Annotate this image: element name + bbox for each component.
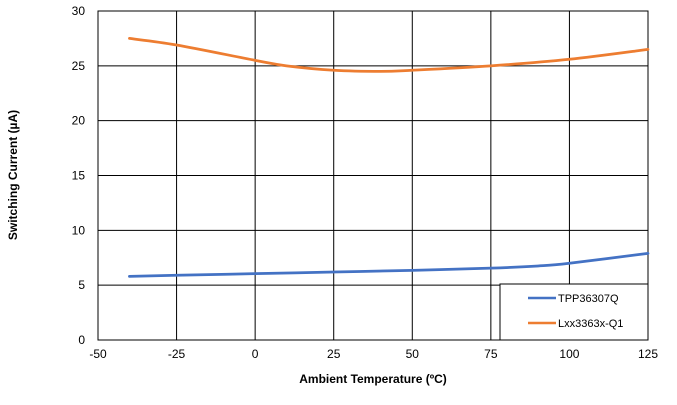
y-tick-label: 25 — [72, 59, 86, 73]
legend-box — [499, 283, 649, 341]
x-axis-title: Ambient Temperature (ºC) — [299, 372, 447, 386]
x-tick-label: 125 — [638, 347, 658, 361]
y-tick-label: 30 — [72, 4, 86, 18]
series-lines — [128, 37, 650, 278]
y-tick-labels: 0 5 10 15 20 25 30 — [72, 4, 86, 347]
x-tick-label: -25 — [168, 347, 186, 361]
plot-area-border — [97, 10, 649, 341]
x-tick-label: 100 — [559, 347, 579, 361]
legend-label-tpp36307q: TPP36307Q — [558, 293, 619, 305]
series-line-lxx3363x-q1 — [128, 37, 650, 73]
y-tick-label: 20 — [72, 114, 86, 128]
x-tick-label: 75 — [484, 347, 498, 361]
y-tick-label: 0 — [78, 333, 85, 347]
y-tick-label: 15 — [72, 169, 86, 183]
y-tick-label: 10 — [72, 223, 86, 237]
x-tick-label: 50 — [406, 347, 420, 361]
x-tick-label: -50 — [89, 347, 107, 361]
x-tick-label: 0 — [252, 347, 259, 361]
legend-label-lxx3363x-q1: Lxx3363x-Q1 — [558, 318, 623, 330]
y-axis-title: Switching Current (µA) — [6, 110, 20, 240]
x-tick-label: 25 — [327, 347, 341, 361]
series-line-tpp36307q — [128, 251, 650, 278]
legend: TPP36307Q Lxx3363x-Q1 — [499, 283, 649, 341]
y-tick-label: 5 — [78, 278, 85, 292]
x-tick-labels: -50 -25 0 25 50 75 100 125 — [89, 347, 658, 361]
